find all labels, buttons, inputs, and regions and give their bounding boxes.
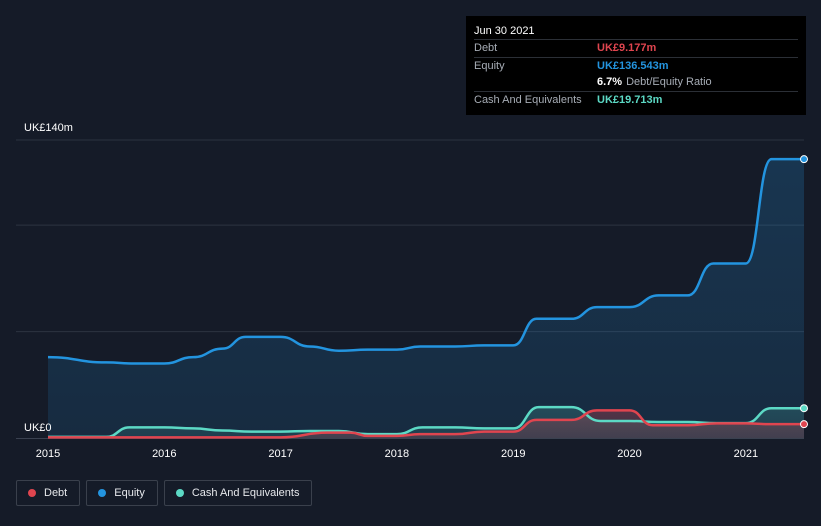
legend-item-debt[interactable]: Debt (16, 480, 81, 506)
debt-line (47, 409, 804, 439)
tooltip: Jun 30 2021 Debt UK£9.177m Equity UK£136… (466, 16, 806, 115)
debt-end-point (800, 420, 808, 429)
equity-end-point (800, 155, 808, 164)
tooltip-equity-value: UK£136.543m (597, 60, 669, 72)
tooltip-row-cash: Cash And Equivalents UK£19.713m (474, 91, 798, 109)
y-axis-top-label: UK£140m (24, 122, 73, 134)
legend-debt-label: Debt (44, 487, 68, 499)
debt-area (48, 410, 804, 438)
tooltip-row-ratio: 6.7% Debt/Equity Ratio (474, 75, 798, 91)
x-tick-label-2019: 2019 (501, 448, 525, 460)
cash-line (47, 405, 804, 439)
cash-dot-icon (175, 489, 184, 497)
x-tick-label-2017: 2017 (268, 448, 292, 460)
equity-line (47, 157, 804, 365)
x-tick-label-2018: 2018 (385, 448, 409, 460)
cash-end-point (800, 404, 808, 413)
tooltip-ratio-spacer (474, 75, 597, 91)
equity-dot-icon (98, 489, 107, 497)
tooltip-cash-value: UK£19.713m (597, 94, 663, 106)
y-axis-bottom-label: UK£0 (24, 422, 52, 434)
tooltip-equity-label: Equity (474, 60, 505, 72)
tooltip-ratio-value: 6.7% (597, 76, 623, 88)
tooltip-ratio-label: Debt/Equity Ratio (626, 76, 712, 88)
legend-item-equity[interactable]: Equity (86, 480, 158, 506)
legend-cash-label: Cash And Equivalents (191, 487, 300, 499)
tooltip-cash-label: Cash And Equivalents (474, 94, 582, 106)
tooltip-row-equity: Equity UK£136.543m (474, 57, 798, 75)
x-tick-label-2015: 2015 (36, 448, 60, 460)
legend-equity-label: Equity (114, 487, 145, 499)
x-tick-label-2020: 2020 (617, 448, 641, 460)
x-tick-label-2021: 2021 (734, 448, 758, 460)
equity-area (48, 159, 804, 438)
x-tick-label-2016: 2016 (152, 448, 176, 460)
tooltip-date: Jun 30 2021 (474, 25, 535, 37)
legend-item-cash[interactable]: Cash And Equivalents (163, 480, 313, 506)
tooltip-debt-value: UK£9.177m (597, 42, 657, 54)
tooltip-row-debt: Debt UK£9.177m (474, 39, 798, 57)
tooltip-debt-label: Debt (474, 42, 498, 54)
legend: Debt Equity Cash And Equivalents (16, 480, 313, 506)
debt-dot-icon (28, 489, 36, 497)
